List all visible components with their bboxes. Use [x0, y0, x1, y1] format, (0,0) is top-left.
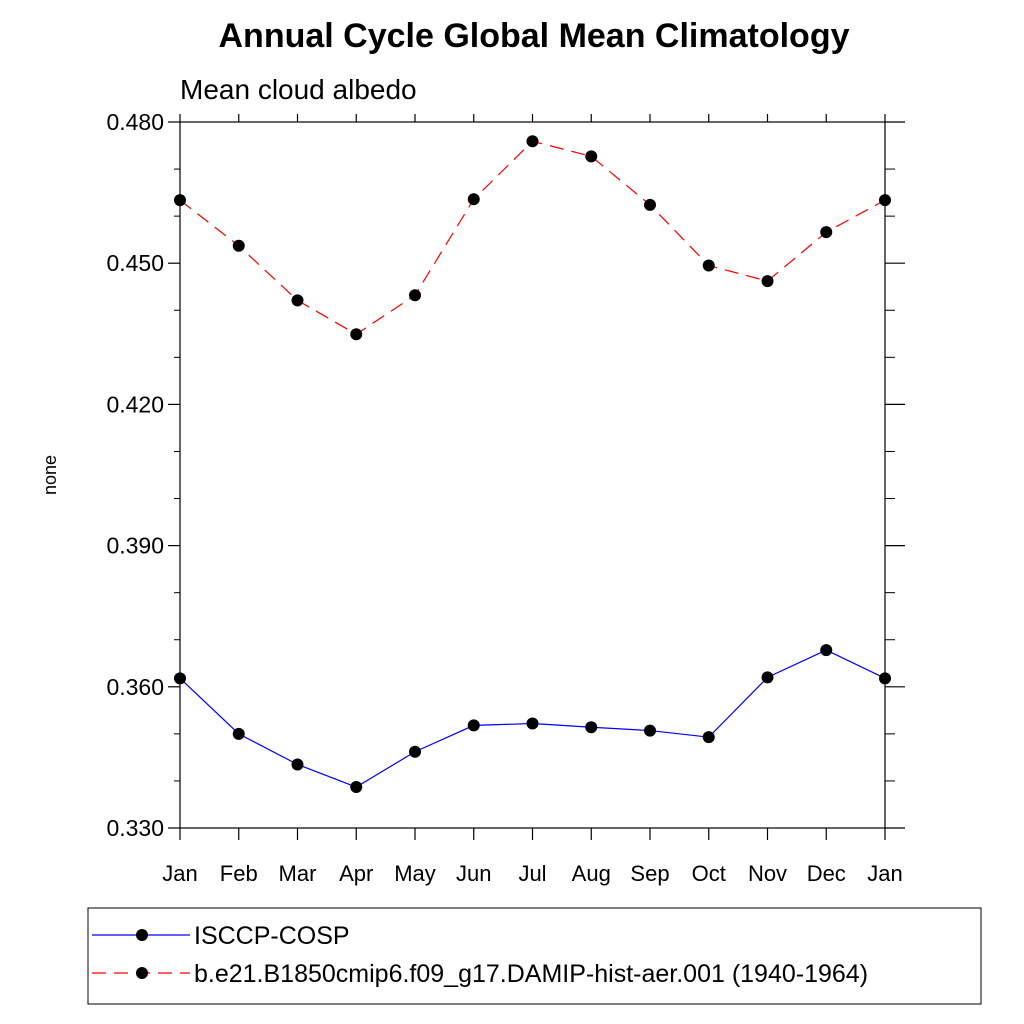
legend-marker: [136, 929, 148, 941]
legend: ISCCP-COSP b.e21.B1850cmip6.f09_g17.DAMIP…: [92, 922, 868, 988]
data-point: [232, 727, 245, 740]
x-tick-label: Apr: [339, 861, 373, 886]
series-points: [174, 135, 891, 794]
data-point: [350, 781, 363, 794]
legend-label: b.e21.B1850cmip6.f09_g17.DAMIP-hist-aer.…: [194, 960, 868, 988]
x-tick-label: Jul: [518, 861, 546, 886]
legend-label: ISCCP-COSP: [194, 922, 350, 950]
legend-marker: [136, 967, 148, 979]
data-point: [467, 193, 480, 206]
data-point: [820, 226, 833, 239]
data-point: [526, 135, 539, 148]
data-point: [232, 239, 245, 252]
y-tick-label: 0.390: [106, 533, 164, 559]
data-point: [467, 719, 480, 732]
y-tick-label: 0.330: [106, 815, 164, 841]
x-tick-label: Oct: [692, 861, 726, 886]
y-tick-label: 0.360: [106, 674, 164, 700]
y-ticks: 0.480 0.450 0.420 0.390 0.360 0.330: [106, 109, 905, 841]
x-tick-label: Mar: [279, 861, 317, 886]
y-axis-label: none: [40, 455, 60, 495]
data-point: [761, 275, 774, 288]
data-point: [291, 294, 304, 307]
data-point: [644, 198, 656, 211]
chart-subtitle: Mean cloud albedo: [180, 74, 417, 105]
x-tick-label: Sep: [630, 861, 669, 886]
data-point: [585, 721, 598, 734]
data-point: [702, 259, 715, 272]
x-tick-label: Dec: [807, 861, 846, 886]
data-point: [291, 758, 304, 771]
chart-title: Annual Cycle Global Mean Climatology: [219, 17, 850, 55]
x-ticks: Jan Feb Mar Apr May Jun Jul Aug Sep Oct Nov Dec Jan: [162, 114, 903, 886]
data-point: [174, 194, 186, 207]
x-tick-label: Jun: [456, 861, 491, 886]
x-tick-label: May: [394, 861, 436, 886]
data-point: [174, 672, 186, 685]
y-tick-label: 0.480: [106, 109, 164, 135]
data-point: [879, 672, 891, 685]
data-point: [644, 724, 656, 737]
data-point: [702, 731, 715, 744]
x-tick-label: Feb: [220, 861, 258, 886]
legend-box: [87, 907, 982, 1005]
data-point: [761, 671, 774, 684]
data-point: [409, 745, 421, 758]
x-tick-label: Nov: [748, 861, 787, 886]
x-tick-label: Jan: [867, 861, 902, 886]
series-line-1: [179, 140, 886, 335]
x-tick-label: Aug: [572, 861, 611, 886]
data-point: [820, 644, 833, 657]
y-tick-label: 0.420: [106, 391, 164, 417]
series-lines: [179, 140, 886, 788]
data-point: [526, 717, 539, 730]
x-tick-label: Jan: [162, 861, 197, 886]
y-tick-label: 0.450: [106, 250, 164, 276]
data-point: [879, 194, 891, 207]
data-point: [585, 150, 598, 163]
data-point: [350, 328, 363, 341]
data-point: [409, 289, 421, 302]
